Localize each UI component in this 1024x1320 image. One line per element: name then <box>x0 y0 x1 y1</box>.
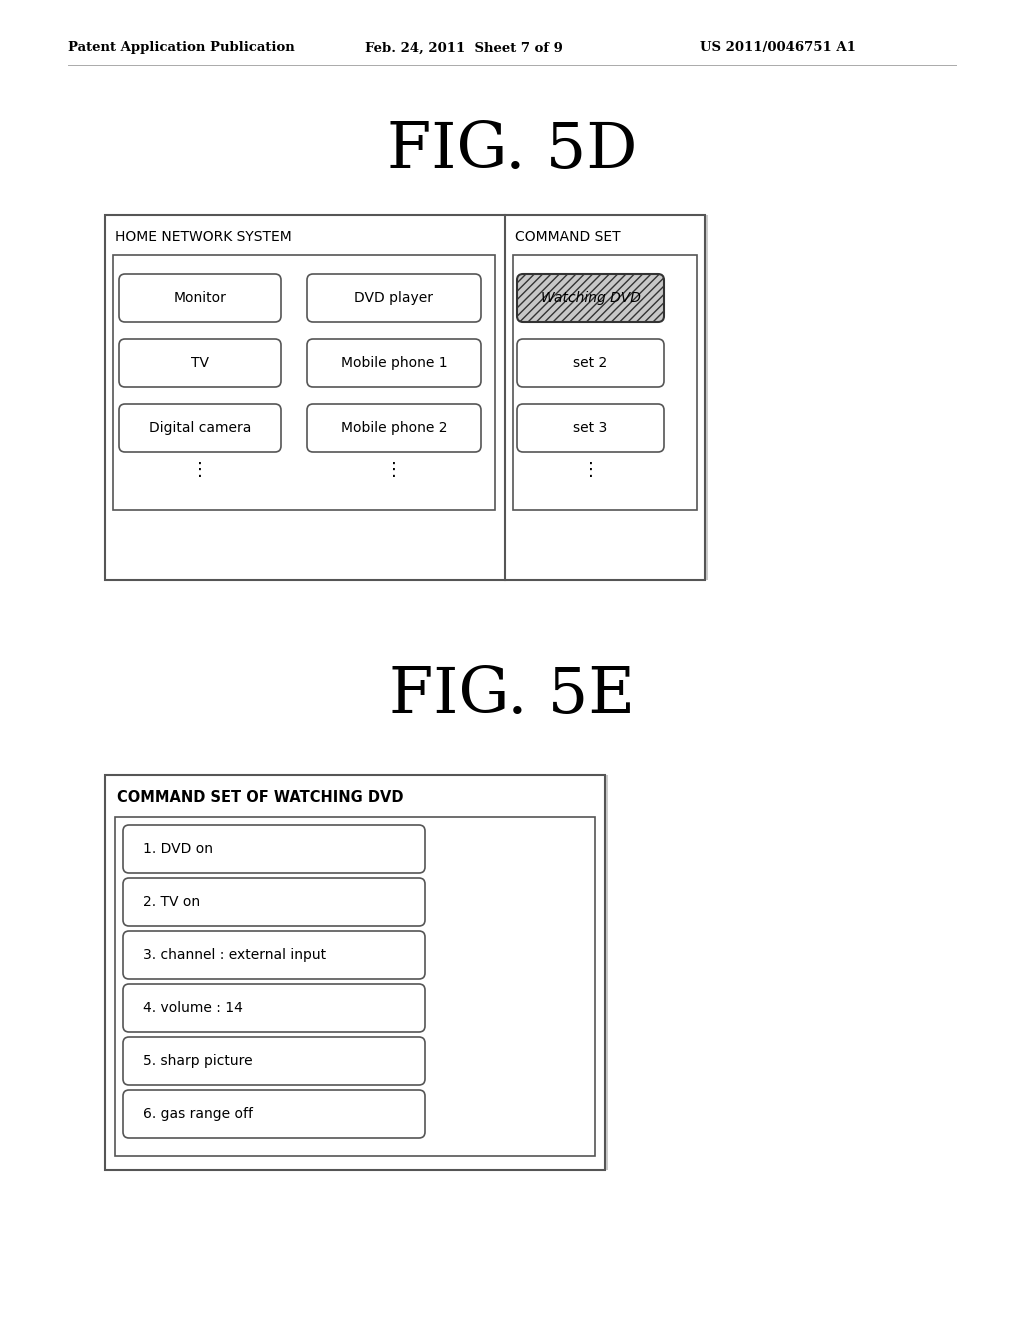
Text: Feb. 24, 2011  Sheet 7 of 9: Feb. 24, 2011 Sheet 7 of 9 <box>365 41 563 54</box>
Text: set 2: set 2 <box>573 356 607 370</box>
Text: set 3: set 3 <box>573 421 607 436</box>
Text: 6. gas range off: 6. gas range off <box>143 1107 253 1121</box>
Text: Patent Application Publication: Patent Application Publication <box>68 41 295 54</box>
FancyBboxPatch shape <box>307 339 481 387</box>
Text: HOME NETWORK SYSTEM: HOME NETWORK SYSTEM <box>115 230 292 244</box>
FancyBboxPatch shape <box>123 878 425 927</box>
FancyBboxPatch shape <box>108 215 708 579</box>
Text: FIG. 5E: FIG. 5E <box>389 664 635 726</box>
Text: COMMAND SET: COMMAND SET <box>515 230 621 244</box>
Text: ⋮: ⋮ <box>191 461 209 479</box>
Text: 4. volume : 14: 4. volume : 14 <box>143 1001 243 1015</box>
FancyBboxPatch shape <box>517 404 664 451</box>
Text: 3. channel : external input: 3. channel : external input <box>143 948 326 962</box>
Text: DVD player: DVD player <box>354 290 433 305</box>
FancyBboxPatch shape <box>119 275 281 322</box>
Text: ⋮: ⋮ <box>385 461 403 479</box>
Text: TV: TV <box>191 356 209 370</box>
Text: Monitor: Monitor <box>173 290 226 305</box>
FancyBboxPatch shape <box>108 775 608 1170</box>
Text: COMMAND SET OF WATCHING DVD: COMMAND SET OF WATCHING DVD <box>117 789 403 804</box>
Text: Watching DVD: Watching DVD <box>541 290 640 305</box>
FancyBboxPatch shape <box>307 404 481 451</box>
Text: 5. sharp picture: 5. sharp picture <box>143 1053 253 1068</box>
Text: 1. DVD on: 1. DVD on <box>143 842 213 855</box>
FancyBboxPatch shape <box>123 983 425 1032</box>
FancyBboxPatch shape <box>105 215 705 579</box>
FancyBboxPatch shape <box>513 255 697 510</box>
FancyBboxPatch shape <box>517 339 664 387</box>
FancyBboxPatch shape <box>517 275 664 322</box>
FancyBboxPatch shape <box>113 255 495 510</box>
Text: Mobile phone 2: Mobile phone 2 <box>341 421 447 436</box>
Text: Mobile phone 1: Mobile phone 1 <box>341 356 447 370</box>
FancyBboxPatch shape <box>123 931 425 979</box>
Text: FIG. 5D: FIG. 5D <box>387 120 637 181</box>
Text: Digital camera: Digital camera <box>148 421 251 436</box>
FancyBboxPatch shape <box>123 1038 425 1085</box>
FancyBboxPatch shape <box>105 775 605 1170</box>
FancyBboxPatch shape <box>115 817 595 1156</box>
FancyBboxPatch shape <box>307 275 481 322</box>
Text: 2. TV on: 2. TV on <box>143 895 200 909</box>
Text: US 2011/0046751 A1: US 2011/0046751 A1 <box>700 41 856 54</box>
FancyBboxPatch shape <box>123 825 425 873</box>
Text: ⋮: ⋮ <box>582 461 599 479</box>
FancyBboxPatch shape <box>119 404 281 451</box>
FancyBboxPatch shape <box>119 339 281 387</box>
FancyBboxPatch shape <box>123 1090 425 1138</box>
